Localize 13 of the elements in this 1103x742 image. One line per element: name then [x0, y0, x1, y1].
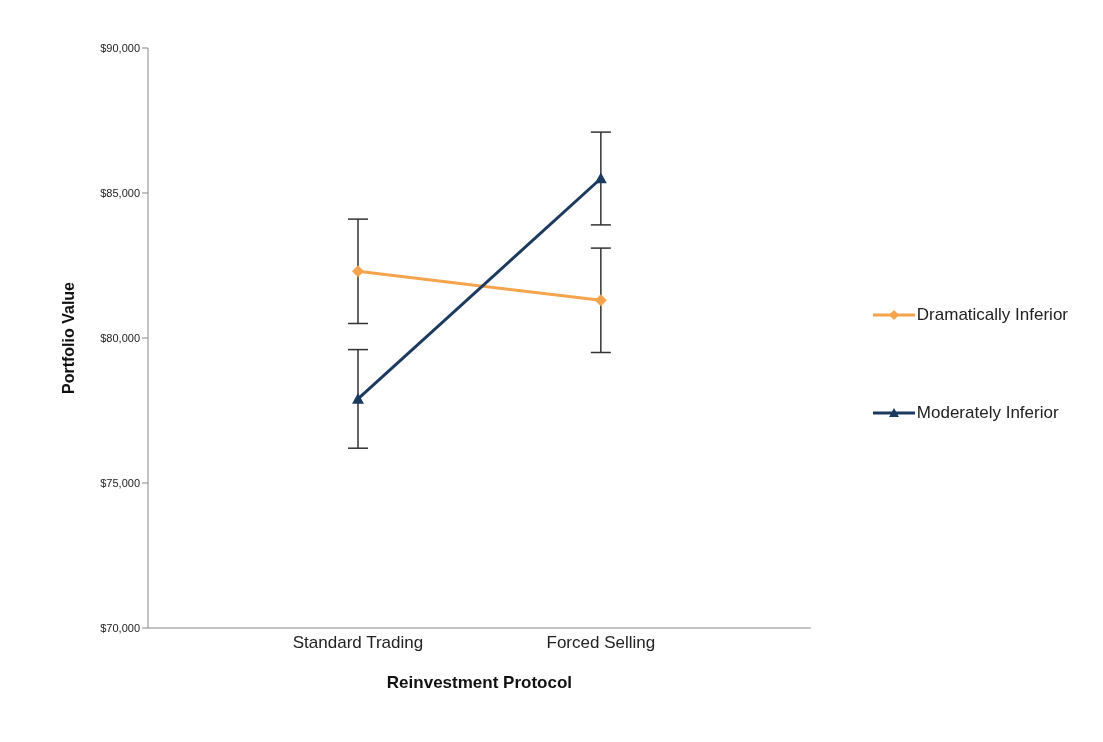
x-tick-label: Standard Trading [292, 633, 424, 653]
y-tick-label: $70,000 [100, 621, 140, 634]
point [352, 265, 364, 278]
y-tick-label: $85,000 [100, 186, 140, 199]
legend-label: Moderately Inferior [916, 403, 1059, 423]
x-tick-label: Forced Selling [546, 633, 656, 653]
y-axis-title: Portfolio Value [59, 281, 77, 395]
point [594, 294, 607, 307]
y-tick-label: $75,000 [100, 476, 140, 489]
y-tick-label: $80,000 [100, 331, 140, 344]
legend-label: Dramatically Inferior [916, 305, 1068, 325]
y-tick-label: $90,000 [100, 41, 140, 54]
x-axis-title: Reinvestment Protocol [386, 673, 572, 692]
